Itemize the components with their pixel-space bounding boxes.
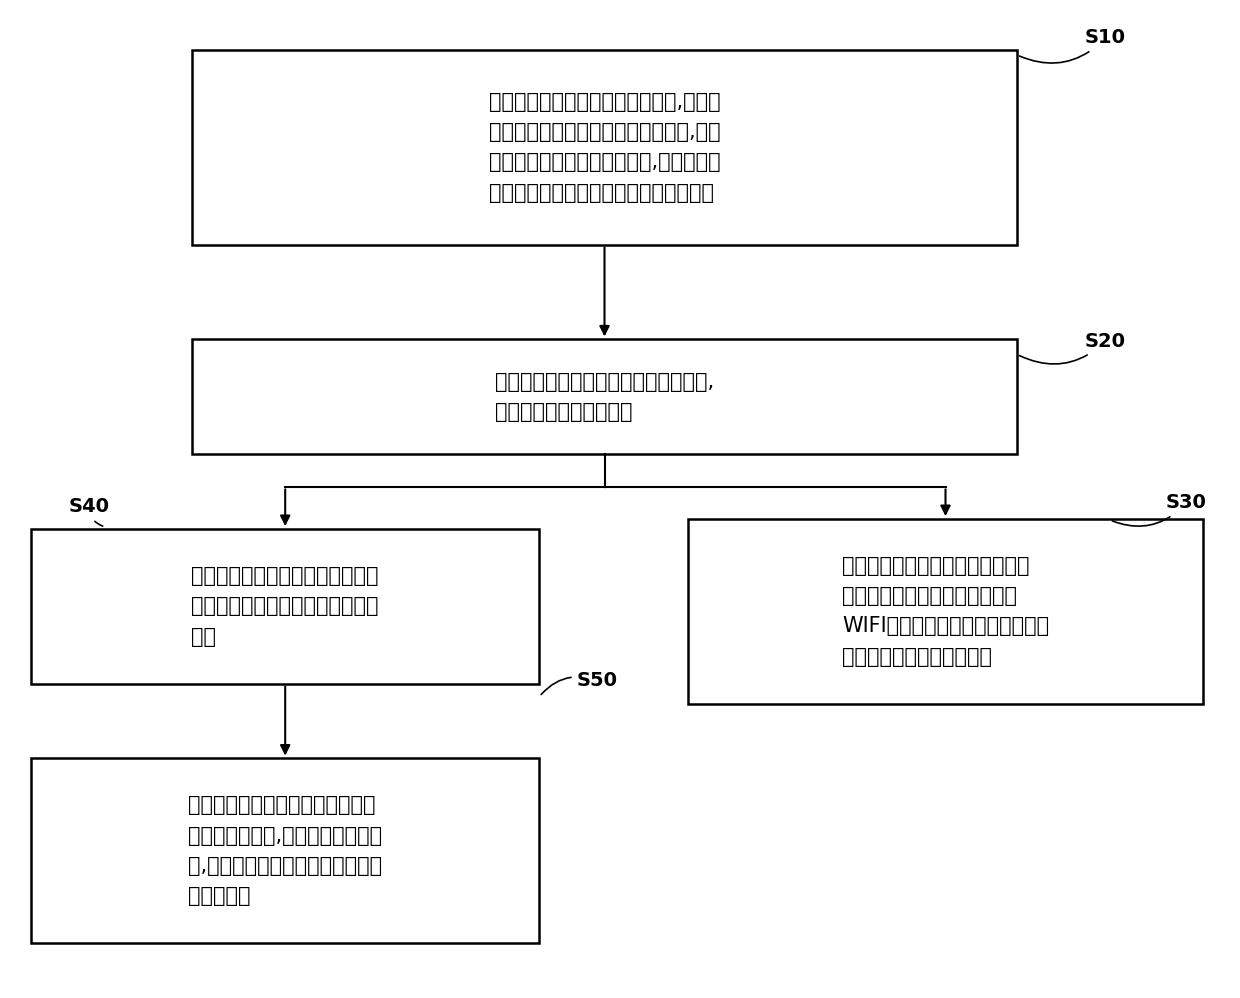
Bar: [31, 758, 539, 943]
Text: 所述微控制器计算出摊铺机行驶速
度和距离后传递给摊铺机的行驶控
制器: 所述微控制器计算出摊铺机行驶速 度和距离后传递给摊铺机的行驶控 制器: [191, 566, 379, 647]
Text: S30: S30: [1112, 493, 1207, 526]
Bar: [192, 339, 1017, 454]
Bar: [688, 519, 1203, 704]
Text: 所述微控制器计算出摊铺机的行驶
速度和距离后由无线通信模块以
WIFI、蓝牙等方式将上述数据发送
给外部的移动智能终端设备: 所述微控制器计算出摊铺机的行驶 速度和距离后由无线通信模块以 WIFI、蓝牙等方…: [842, 556, 1049, 667]
Bar: [192, 50, 1017, 245]
Text: 摊铺机将所测得的实时速度与设定
的速度进行比较,匹配合理的振捣转
速,并实时对摊铺机行驶速度和振捣
率进行控制: 摊铺机将所测得的实时速度与设定 的速度进行比较,匹配合理的振捣转 速,并实时对摊…: [188, 795, 382, 906]
Text: S20: S20: [1019, 331, 1126, 364]
Text: S10: S10: [1019, 28, 1126, 63]
Text: S50: S50: [541, 671, 618, 695]
Text: S40: S40: [68, 497, 109, 526]
Text: 在测速轮内部设置霍尔旋转传感器,将所述
测速轮以机械方式安装在摊铺机侧面,使得
所述测速轮外圆周与地面接触,并在摊铺机
带动下与地面产生摩擦力带动测速轮转动: 在测速轮内部设置霍尔旋转传感器,将所述 测速轮以机械方式安装在摊铺机侧面,使得 …: [489, 92, 720, 203]
Bar: [31, 529, 539, 684]
Text: 所述霍尔旋转传感器记录测速轮的转数,
并将转数传递给微控制器: 所述霍尔旋转传感器记录测速轮的转数, 并将转数传递给微控制器: [495, 371, 714, 422]
